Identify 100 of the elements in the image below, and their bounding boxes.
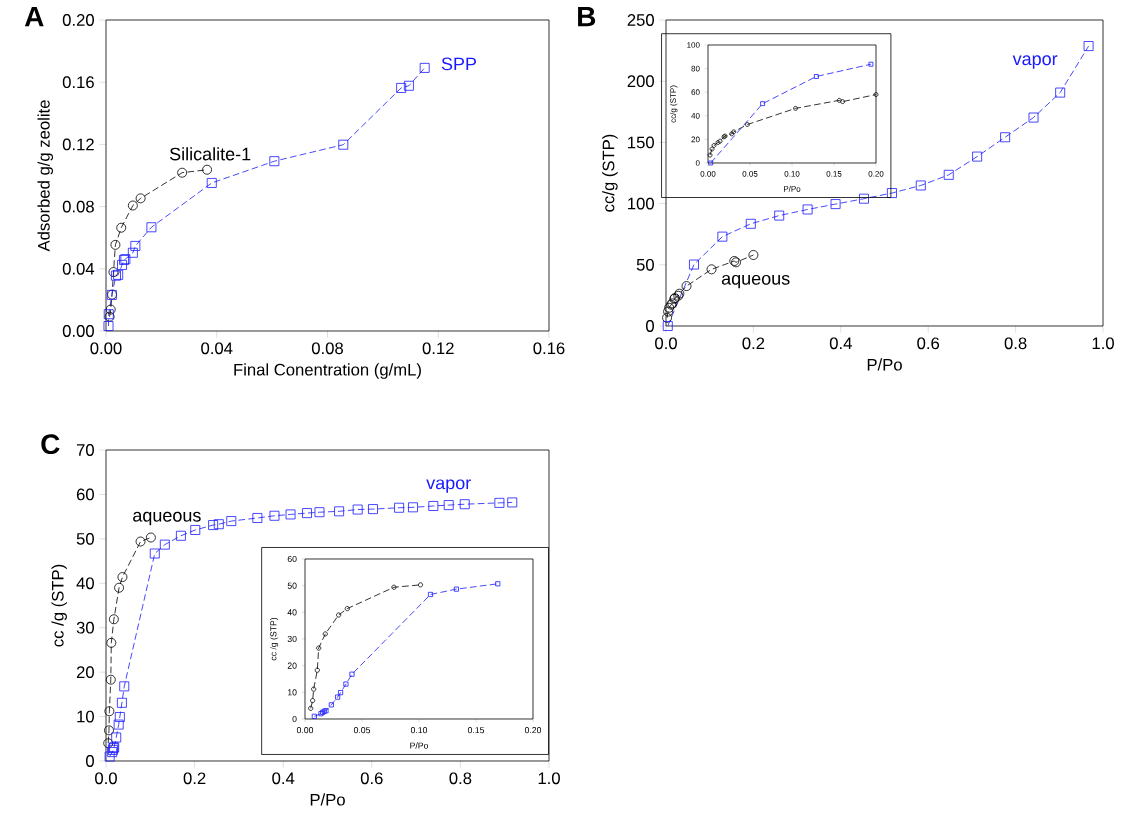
y-tick-label: 0 bbox=[695, 160, 700, 166]
point bbox=[114, 712, 125, 722]
point bbox=[252, 513, 263, 523]
y-tick-label: 0.04 bbox=[62, 262, 95, 275]
series-label: SPP bbox=[441, 57, 477, 71]
point bbox=[662, 321, 673, 331]
x-tick-label: 0.00 bbox=[700, 171, 716, 177]
y-tick-label: 10 bbox=[77, 710, 94, 723]
x-tick-label: 0.4 bbox=[272, 772, 295, 785]
point bbox=[208, 520, 219, 531]
point bbox=[396, 83, 407, 93]
point bbox=[1028, 112, 1039, 123]
y-tick-label: 80 bbox=[691, 65, 700, 72]
x-tick-label: 0.6 bbox=[917, 337, 940, 350]
point bbox=[314, 667, 320, 673]
point bbox=[507, 497, 518, 508]
point bbox=[748, 250, 759, 260]
point bbox=[116, 697, 127, 708]
point bbox=[108, 267, 119, 277]
x-tick-label: 0.10 bbox=[410, 727, 428, 734]
point bbox=[1000, 132, 1011, 143]
point bbox=[107, 747, 118, 758]
x-axis-title: Final Conentration (g/mL) bbox=[234, 363, 421, 379]
y-tick-label: 20 bbox=[76, 666, 94, 679]
point bbox=[338, 690, 344, 696]
y-tick-label: 30 bbox=[287, 635, 297, 643]
y-tick-label: 0 bbox=[292, 715, 297, 723]
point bbox=[495, 581, 501, 587]
point bbox=[830, 199, 841, 210]
point bbox=[836, 97, 842, 103]
y-tick-label: 0 bbox=[86, 755, 94, 767]
point bbox=[310, 698, 316, 704]
y-tick-label: 50 bbox=[636, 258, 654, 271]
point bbox=[689, 259, 699, 270]
point bbox=[417, 582, 424, 588]
point bbox=[103, 738, 114, 749]
x-tick-label: 0.4 bbox=[829, 337, 852, 350]
point bbox=[159, 539, 170, 550]
x-tick-label: 0.12 bbox=[422, 342, 454, 355]
point bbox=[213, 519, 224, 530]
x-tick-label: 0.6 bbox=[360, 772, 383, 785]
y-tick-label: 50 bbox=[76, 532, 94, 545]
point bbox=[428, 501, 439, 511]
point bbox=[336, 612, 342, 618]
point bbox=[104, 751, 115, 762]
y-tick-label: 60 bbox=[287, 555, 297, 563]
y-tick-label: 10 bbox=[287, 689, 297, 696]
point bbox=[269, 156, 280, 167]
x-tick-label: 0.08 bbox=[311, 342, 343, 355]
y-tick-label: 100 bbox=[687, 42, 700, 48]
point bbox=[343, 681, 349, 687]
point bbox=[368, 504, 378, 515]
x-tick-label: 0.04 bbox=[201, 342, 233, 355]
point bbox=[681, 281, 692, 292]
x-axis-title: P/Po bbox=[867, 358, 902, 371]
x-tick-label: 0.2 bbox=[742, 337, 765, 350]
point bbox=[127, 200, 138, 211]
point bbox=[311, 713, 317, 719]
y-tick-label: 40 bbox=[287, 609, 297, 616]
y-tick-label: 40 bbox=[76, 577, 94, 590]
y-tick-label: 100 bbox=[628, 197, 654, 210]
point bbox=[745, 218, 756, 229]
y-tick-label: 30 bbox=[76, 621, 94, 634]
point bbox=[972, 151, 983, 162]
point bbox=[135, 193, 146, 204]
point bbox=[793, 105, 798, 111]
x-tick-label: 0.20 bbox=[524, 727, 542, 734]
point bbox=[104, 706, 115, 717]
point bbox=[206, 178, 217, 188]
point bbox=[105, 304, 116, 315]
point bbox=[226, 516, 237, 527]
series-label: Silicalite-1 bbox=[169, 147, 251, 161]
point bbox=[328, 702, 334, 708]
x-tick-label: 0.16 bbox=[533, 342, 565, 355]
y-tick-label: 0.12 bbox=[62, 138, 94, 151]
chart-title: A bbox=[24, 6, 44, 27]
point bbox=[760, 101, 766, 107]
x-axis-title: P/Po bbox=[410, 742, 429, 749]
point bbox=[494, 497, 505, 508]
point bbox=[308, 705, 314, 711]
point bbox=[813, 74, 819, 79]
point bbox=[352, 504, 363, 515]
series-label: vapor bbox=[1012, 55, 1058, 69]
point bbox=[111, 732, 122, 743]
point bbox=[709, 146, 715, 152]
point bbox=[146, 222, 157, 233]
y-axis-title: cc /g (STP) bbox=[51, 564, 67, 647]
chart-title: B bbox=[578, 6, 596, 27]
y-tick-label: 200 bbox=[627, 75, 654, 88]
point bbox=[745, 122, 750, 127]
y-tick-label: 0.08 bbox=[62, 200, 94, 213]
y-axis-title: cc/g (STP) bbox=[669, 85, 678, 123]
point bbox=[453, 586, 459, 592]
point bbox=[459, 499, 470, 510]
point bbox=[316, 645, 322, 651]
point bbox=[302, 508, 312, 519]
point bbox=[717, 231, 728, 242]
point bbox=[707, 152, 713, 158]
x-tick-label: 0.8 bbox=[449, 772, 472, 785]
x-tick-label: 0.05 bbox=[353, 727, 371, 734]
